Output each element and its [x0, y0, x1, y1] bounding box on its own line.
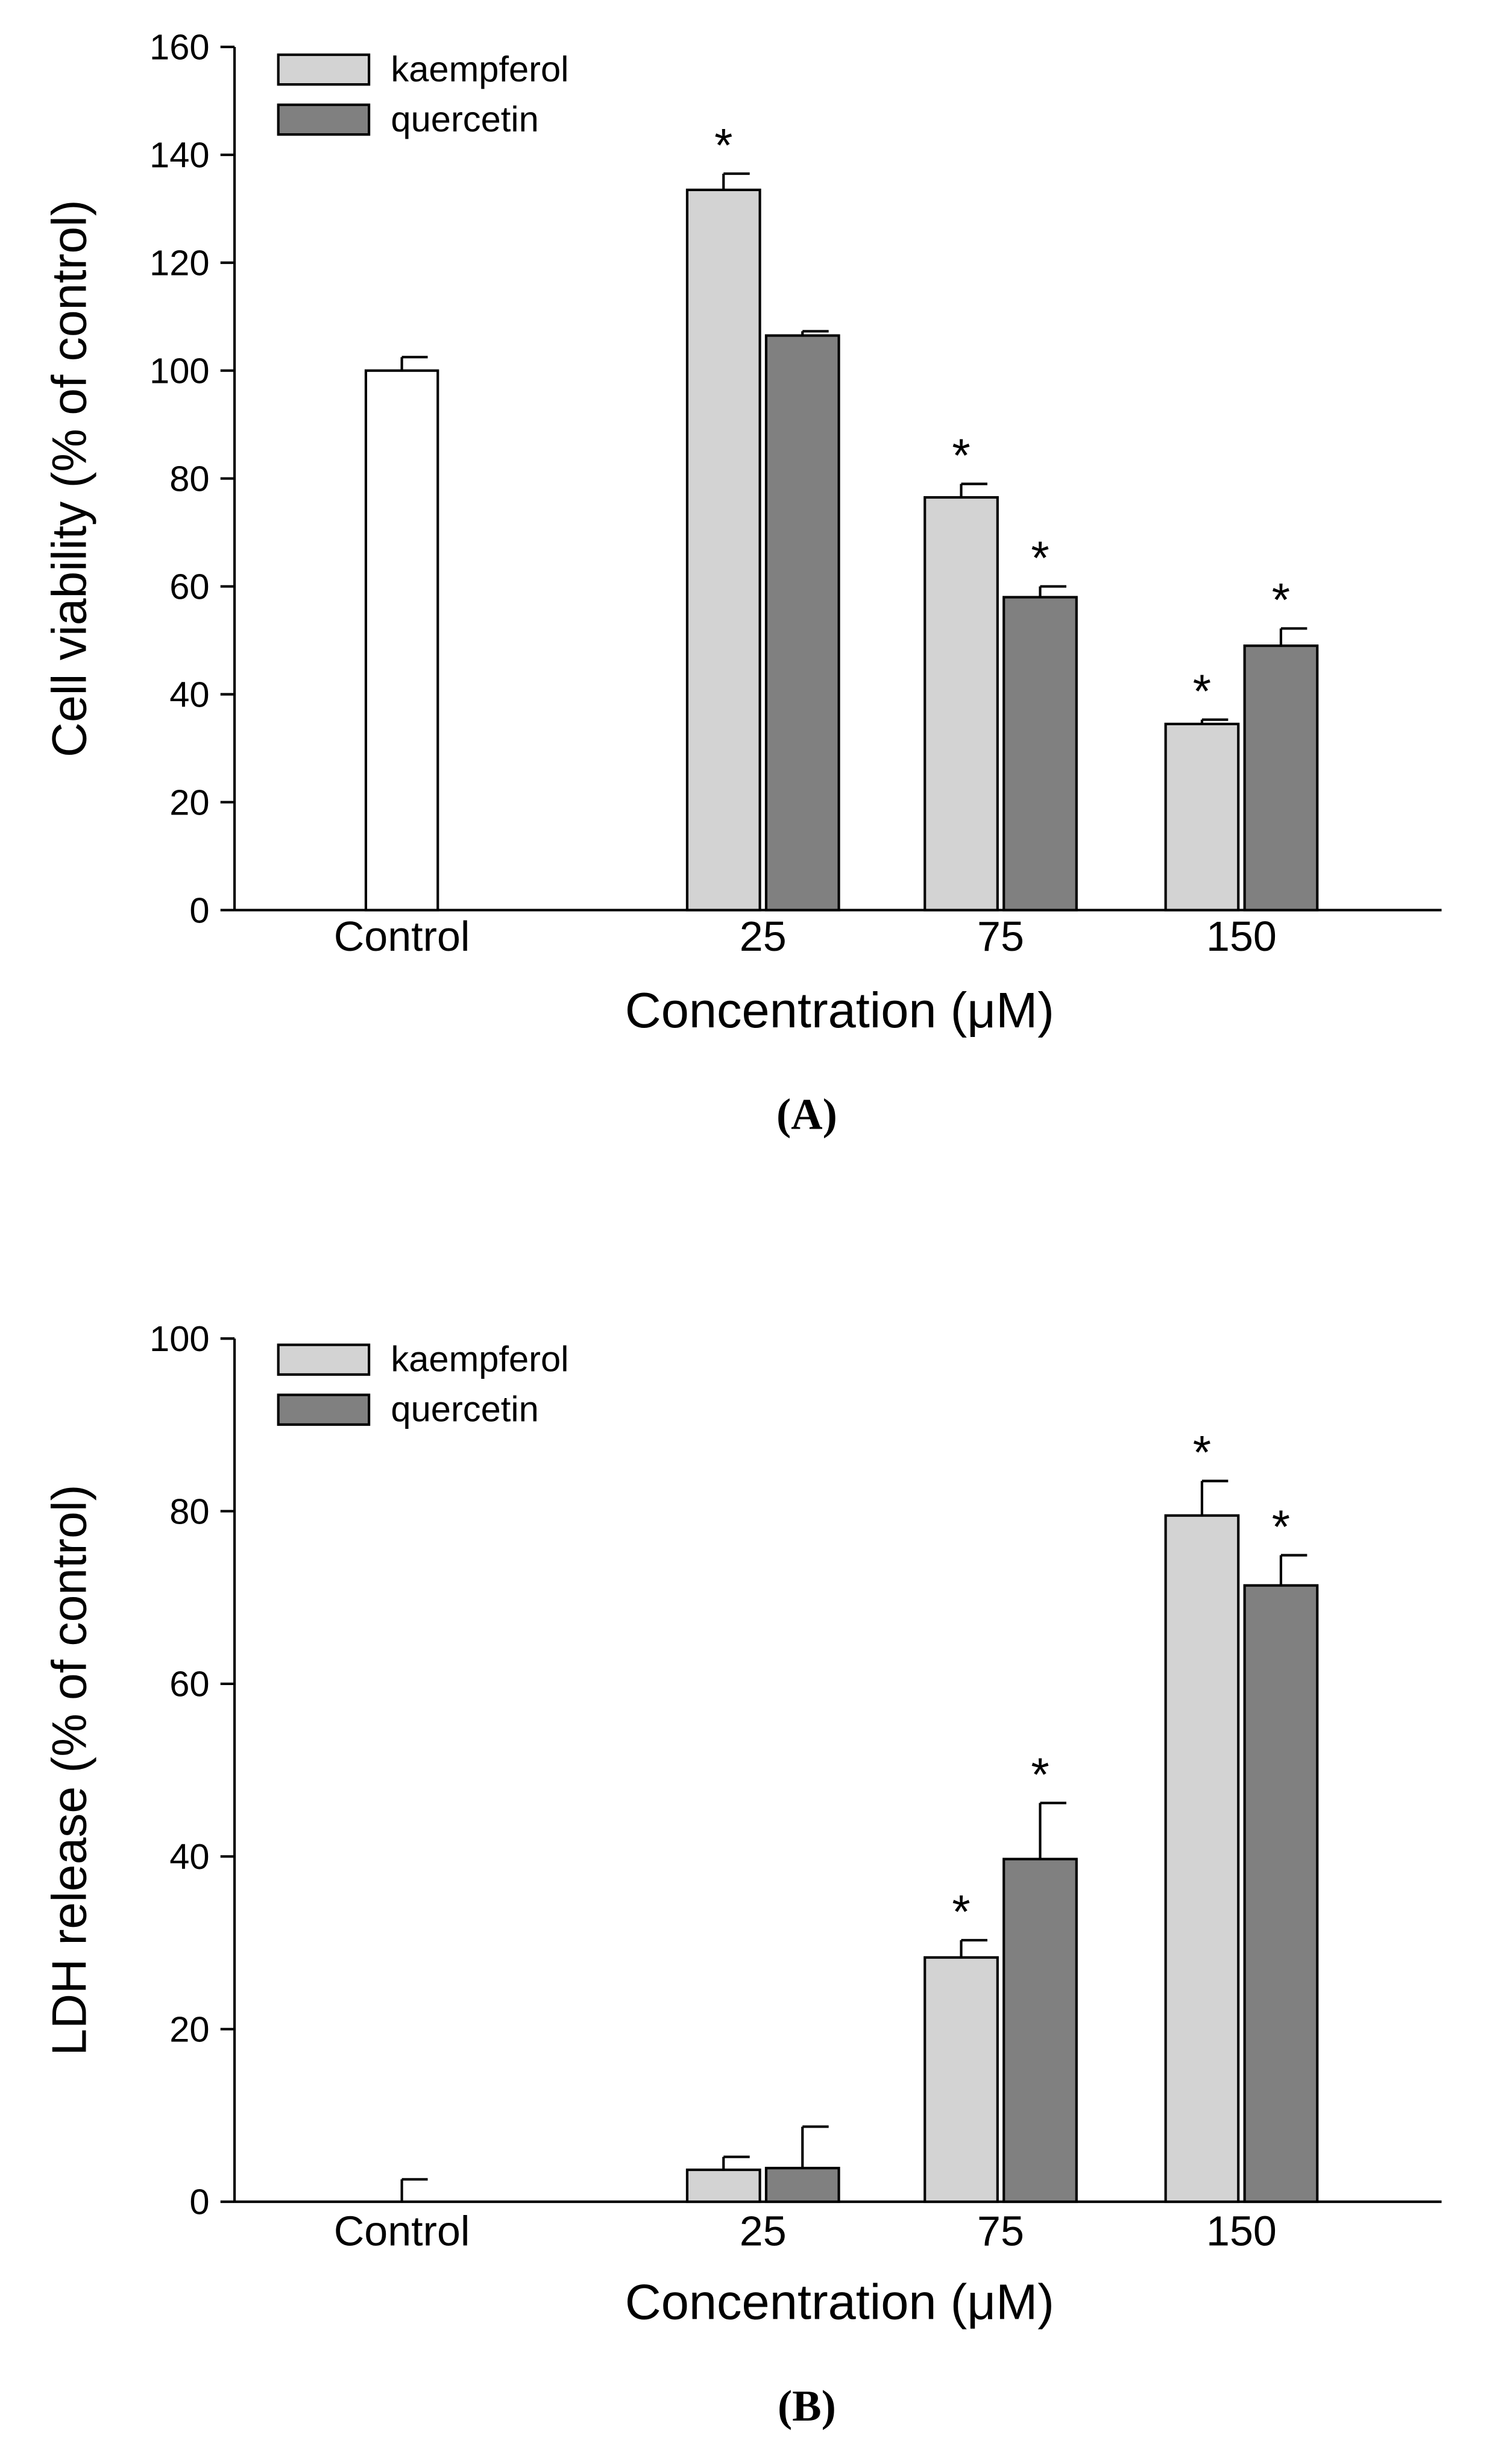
- x-tick-label: 75: [977, 2208, 1024, 2255]
- y-axis-title: Cell viability (% of control): [43, 200, 97, 757]
- bar-quercetin-25: [764, 2167, 840, 2204]
- y-tick-label: 100: [149, 1319, 210, 1359]
- legend-label-quercetin: quercetin: [391, 99, 538, 139]
- bar-quercetin-150: [1243, 1584, 1319, 2204]
- x-tick-label: 25: [740, 2208, 787, 2255]
- significance-marker: *: [1272, 1501, 1290, 1553]
- legend-label-kaempferol: kaempferol: [391, 49, 568, 89]
- panel-label: (B): [778, 2381, 836, 2430]
- bar-kaempferol-25: [685, 2168, 761, 2204]
- bar-control-Control: [364, 369, 439, 912]
- x-tick-label: 150: [1206, 913, 1277, 960]
- significance-marker: *: [952, 430, 970, 482]
- x-axis-title: Concentration (μM): [625, 2274, 1054, 2330]
- x-tick-label: 25: [740, 913, 787, 960]
- bar-kaempferol-150: [1164, 722, 1240, 912]
- legend-label-quercetin: quercetin: [391, 1389, 538, 1429]
- y-tick-label: 40: [169, 674, 209, 714]
- y-tick-label: 40: [169, 1836, 209, 1877]
- chart-b: 0 20 40 60 80 100 Control 25 75 150 * * * * kaempferol…: [43, 1319, 1442, 2430]
- significance-marker: *: [1193, 666, 1211, 717]
- x-tick-label: Control: [334, 913, 470, 960]
- legend-swatch-quercetin: [277, 103, 371, 136]
- bar-quercetin-75: [1002, 596, 1078, 912]
- bar-quercetin-75: [1002, 1857, 1078, 2204]
- x-axis-title: Concentration (μM): [625, 982, 1054, 1038]
- y-tick-label: 60: [169, 1664, 209, 1704]
- bar-kaempferol-25: [685, 188, 761, 912]
- legend-label-kaempferol: kaempferol: [391, 1339, 568, 1379]
- y-tick-label: 60: [169, 566, 209, 607]
- legend-swatch-kaempferol: [277, 1343, 371, 1376]
- x-tick-label: 75: [977, 913, 1024, 960]
- y-tick-label: 160: [149, 27, 210, 68]
- chart-a: 0 20 40 60 80 100 120 140 160 Control 25 75 150 * * * * *…: [43, 27, 1442, 1139]
- significance-marker: *: [1193, 1427, 1211, 1479]
- bar-quercetin-25: [764, 334, 840, 912]
- bar-quercetin-150: [1243, 644, 1319, 912]
- significance-marker: *: [1031, 532, 1049, 584]
- y-tick-label: 20: [169, 2009, 209, 2049]
- panel-label: (A): [776, 1090, 837, 1139]
- bar-kaempferol-75: [924, 496, 999, 912]
- bar-kaempferol-75: [924, 1956, 999, 2204]
- x-tick-label: 150: [1206, 2208, 1277, 2255]
- significance-marker: *: [952, 1886, 970, 1938]
- y-tick-label: 0: [189, 890, 209, 930]
- significance-marker: *: [1272, 575, 1290, 626]
- y-tick-label: 100: [149, 350, 210, 391]
- y-axis-title: LDH release (% of control): [43, 1485, 97, 2056]
- legend-swatch-quercetin: [277, 1393, 371, 1426]
- y-tick-label: 20: [169, 782, 209, 822]
- y-tick-label: 0: [189, 2182, 209, 2222]
- bar-kaempferol-150: [1164, 1514, 1240, 2204]
- y-tick-label: 80: [169, 458, 209, 499]
- x-tick-label: Control: [334, 2208, 470, 2255]
- y-tick-label: 120: [149, 242, 210, 283]
- y-tick-label: 80: [169, 1491, 209, 1531]
- legend-swatch-kaempferol: [277, 53, 371, 86]
- significance-marker: *: [1031, 1749, 1049, 1801]
- significance-marker: *: [714, 119, 732, 171]
- y-tick-label: 140: [149, 135, 210, 175]
